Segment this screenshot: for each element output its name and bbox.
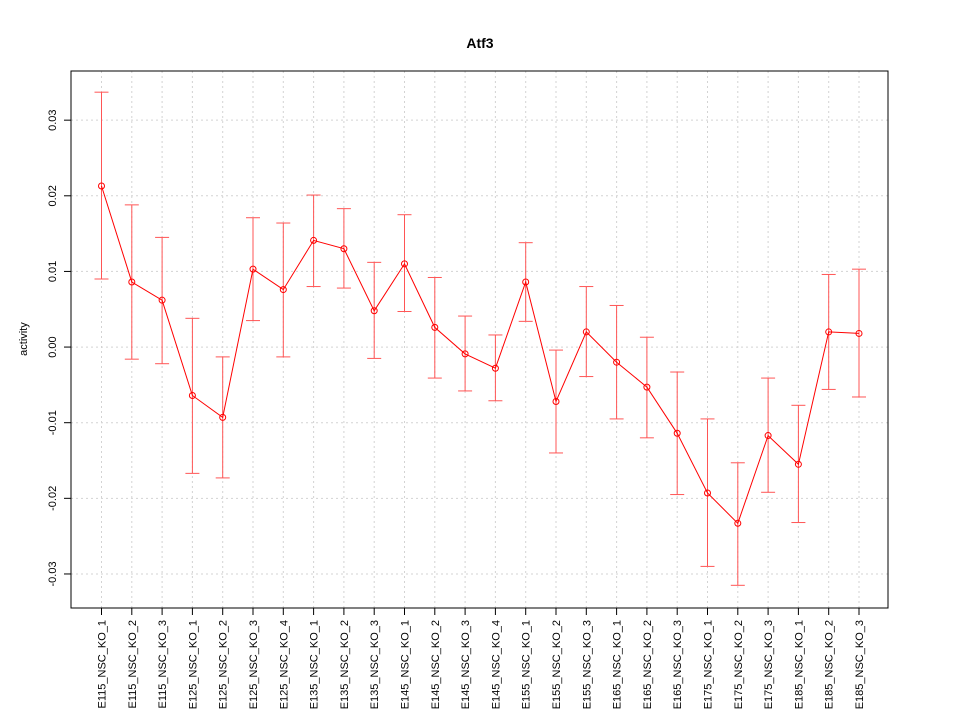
data-point <box>734 519 742 527</box>
x-tick-label: E135_NSC_KO_3 <box>369 620 381 709</box>
x-tick-label: E115_NSC_KO_2 <box>127 620 139 708</box>
x-tick-label: E125_NSC_KO_2 <box>218 620 230 709</box>
data-point <box>431 323 439 331</box>
data-point <box>764 432 772 440</box>
y-axis-label: activity <box>18 322 30 356</box>
data-point <box>249 265 257 273</box>
x-tick-label: E185_NSC_KO_3 <box>854 620 866 709</box>
data-point <box>491 364 499 372</box>
x-tick-label: E165_NSC_KO_3 <box>672 620 684 709</box>
x-tick-label: E135_NSC_KO_2 <box>339 620 351 709</box>
plot-frame <box>70 70 889 609</box>
x-tick-label: E185_NSC_KO_1 <box>793 620 805 709</box>
y-tick-label: 0.00 <box>47 336 59 357</box>
y-axis: -0.03 -0.02 -0.01 0.00 0.01 0.02 0.03 <box>47 109 71 587</box>
chart-title: Atf3 <box>466 35 493 51</box>
data-point <box>310 236 318 244</box>
x-tick-label: E155_NSC_KO_2 <box>551 620 563 709</box>
error-bars <box>94 91 866 586</box>
x-tick-label: E145_NSC_KO_4 <box>490 620 502 709</box>
y-tick-label: 0.01 <box>47 261 59 282</box>
x-tick-label: E135_NSC_KO_1 <box>309 620 321 709</box>
data-point <box>128 278 136 286</box>
data-point <box>613 358 621 366</box>
data-point <box>158 296 166 304</box>
x-tick-label: E115_NSC_KO_1 <box>97 620 109 708</box>
x-tick-label: E175_NSC_KO_3 <box>763 620 775 709</box>
data-point <box>522 278 530 286</box>
y-tick-label: 0.02 <box>47 185 59 206</box>
x-tick-label: E125_NSC_KO_3 <box>248 620 260 709</box>
series-line <box>101 185 860 525</box>
data-points <box>98 182 863 527</box>
x-tick-label: E185_NSC_KO_2 <box>824 620 836 709</box>
x-tick-label: E115_NSC_KO_3 <box>157 620 169 708</box>
y-tick-label: -0.01 <box>47 410 59 435</box>
data-point <box>643 383 651 391</box>
data-point <box>370 307 378 315</box>
data-point <box>219 413 227 421</box>
data-point <box>461 350 469 358</box>
x-tick-label: E155_NSC_KO_1 <box>521 620 533 709</box>
x-axis: E115_NSC_KO_1 E115_NSC_KO_2 E115_NSC_KO_3 E… <box>97 608 866 709</box>
data-point <box>825 328 833 336</box>
x-tick-label: E125_NSC_KO_4 <box>278 620 290 709</box>
data-point <box>188 391 196 399</box>
x-tick-label: E175_NSC_KO_1 <box>703 620 715 709</box>
x-tick-label: E155_NSC_KO_3 <box>581 620 593 709</box>
y-tick-label: 0.03 <box>47 109 59 130</box>
x-tick-label: E175_NSC_KO_2 <box>733 620 745 709</box>
data-point <box>340 245 348 253</box>
data-point <box>855 329 863 337</box>
data-point <box>673 429 681 437</box>
x-tick-label: E125_NSC_KO_1 <box>187 620 199 709</box>
x-tick-label: E145_NSC_KO_1 <box>400 620 412 709</box>
data-point <box>279 286 287 294</box>
x-tick-label: E165_NSC_KO_1 <box>612 620 624 709</box>
data-point <box>552 398 560 406</box>
data-point <box>98 182 105 190</box>
y-tick-label: -0.03 <box>47 561 59 586</box>
x-tick-label: E145_NSC_KO_2 <box>430 620 442 709</box>
data-point <box>704 489 711 497</box>
data-point <box>582 328 590 336</box>
data-point <box>401 260 408 268</box>
x-tick-label: E165_NSC_KO_2 <box>642 620 654 709</box>
series-path <box>101 185 860 525</box>
data-point <box>794 460 802 468</box>
y-tick-label: -0.02 <box>47 486 59 511</box>
grid <box>71 71 888 608</box>
x-tick-label: E145_NSC_KO_3 <box>460 620 472 709</box>
